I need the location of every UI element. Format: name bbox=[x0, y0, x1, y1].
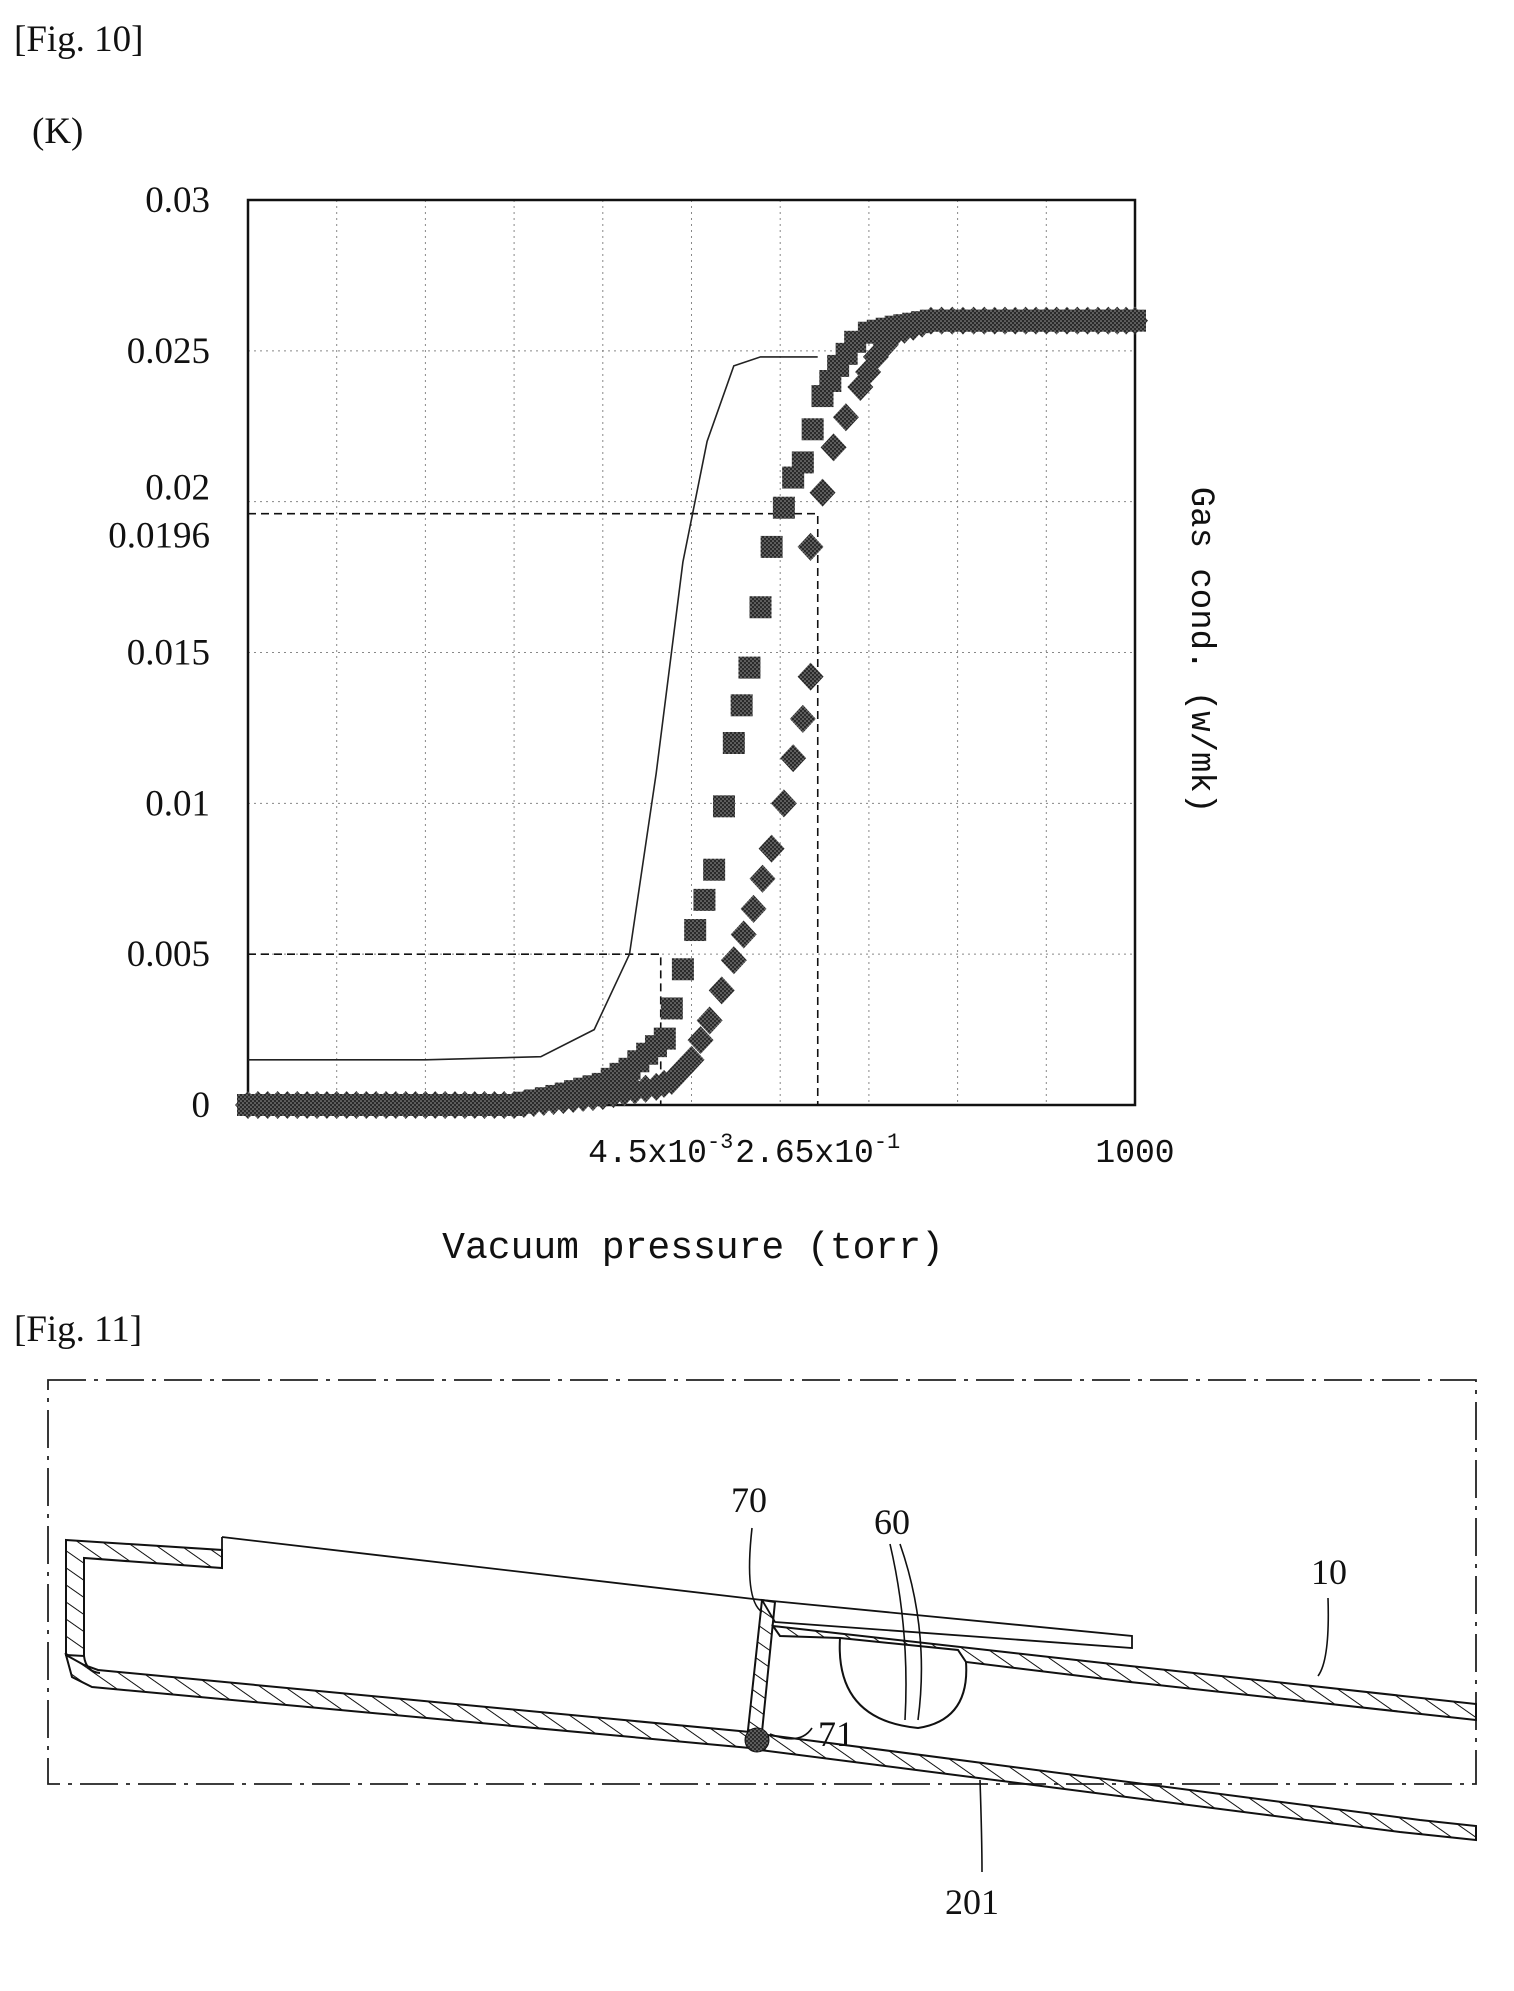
leader-10 bbox=[1317, 1597, 1330, 1677]
data-point-square bbox=[760, 535, 783, 558]
data-point-square bbox=[660, 997, 683, 1020]
plot-frame bbox=[246, 198, 1137, 1107]
support-bar-70 bbox=[746, 1598, 777, 1734]
detail-boundary bbox=[47, 1379, 1477, 1785]
inner-plate-201-edge bbox=[83, 1655, 101, 1674]
data-point-diamond bbox=[832, 403, 859, 432]
cover-plate bbox=[760, 1598, 1133, 1649]
data-point-square bbox=[671, 958, 694, 981]
reference-line bbox=[248, 512, 819, 1105]
y-tick-label: 0.02 bbox=[145, 468, 210, 509]
ref-10: 10 bbox=[1311, 1552, 1347, 1592]
data-point-diamond bbox=[797, 662, 824, 691]
data-point-square bbox=[791, 451, 814, 474]
outer-plate-10-left bbox=[65, 1538, 223, 1658]
right-axis-title: Gas cond. (w/mk) bbox=[1181, 487, 1219, 813]
data-point-diamond bbox=[789, 704, 816, 733]
data-point-diamond bbox=[770, 789, 797, 818]
data-point-diamond bbox=[687, 1026, 714, 1055]
fig11-cross-section: 70 60 10 71 201 bbox=[47, 1379, 1477, 1922]
y-tick-label: 0 bbox=[192, 1085, 211, 1126]
data-point-square bbox=[712, 795, 735, 818]
data-point-diamond bbox=[820, 433, 847, 462]
line-series bbox=[248, 356, 818, 1061]
data-point-diamond bbox=[758, 834, 785, 863]
outer-plate-10-top-line bbox=[221, 1536, 763, 1601]
data-point-diamond bbox=[678, 1045, 705, 1074]
x-axis-title: Vacuum pressure (torr) bbox=[442, 1227, 944, 1270]
leader-60b bbox=[899, 1543, 923, 1721]
y-tick-label: 0.005 bbox=[127, 934, 210, 975]
y-unit-label: (K) bbox=[32, 111, 84, 152]
data-point-diamond bbox=[1122, 306, 1148, 335]
data-point-diamond bbox=[708, 976, 735, 1005]
data-point-square bbox=[772, 496, 795, 519]
data-point-diamond bbox=[730, 920, 757, 949]
leader-201 bbox=[979, 1779, 983, 1873]
data-point-square bbox=[693, 888, 716, 911]
outer-plate-10-right bbox=[770, 1624, 1477, 1722]
fig10-caption: [Fig. 10] bbox=[14, 19, 144, 60]
leader-70 bbox=[748, 1527, 763, 1613]
data-point-diamond bbox=[749, 864, 776, 893]
joint-71 bbox=[744, 1727, 770, 1753]
y-tick-label: 0.0196 bbox=[108, 516, 210, 557]
arc-part-60 bbox=[838, 1637, 968, 1730]
leader-71 bbox=[769, 1727, 813, 1740]
y-tick-labels: 0 0.005 0.01 0.015 0.02 0.0196 0.025 0.03 bbox=[108, 180, 210, 1126]
data-point-square bbox=[722, 732, 745, 754]
ref-201: 201 bbox=[945, 1882, 999, 1922]
data-point-square bbox=[703, 858, 726, 881]
inner-plate-201 bbox=[64, 1652, 1477, 1842]
data-point-diamond bbox=[809, 478, 836, 507]
data-point-square bbox=[684, 919, 707, 942]
data-point-square bbox=[653, 1027, 676, 1050]
data-point-diamond bbox=[740, 894, 767, 923]
marker-series bbox=[235, 306, 1148, 1119]
data-point-diamond bbox=[797, 532, 824, 561]
fig11-caption: [Fig. 11] bbox=[14, 1309, 143, 1350]
data-point-square bbox=[730, 694, 753, 717]
data-point-square bbox=[749, 596, 772, 619]
ref-71: 71 bbox=[818, 1714, 854, 1754]
y-tick-label: 0.03 bbox=[145, 180, 210, 221]
ref-70: 70 bbox=[731, 1480, 767, 1520]
data-point-diamond bbox=[780, 744, 807, 773]
data-point-diamond bbox=[696, 1006, 723, 1035]
x-tick-label: 1000 bbox=[1095, 1135, 1174, 1172]
series-line bbox=[248, 356, 818, 1061]
y-tick-label: 0.025 bbox=[127, 331, 210, 372]
data-point-square bbox=[801, 418, 824, 441]
gas-conductivity-chart: 0 0.005 0.01 0.015 0.02 0.0196 0.025 0.03 4.5x1… bbox=[108, 180, 1219, 1270]
leader-60a bbox=[889, 1543, 907, 1721]
x-tick-label: 4.5x10-3 bbox=[588, 1130, 733, 1172]
y-tick-label: 0.015 bbox=[127, 633, 210, 674]
y-tick-label: 0.01 bbox=[145, 783, 210, 824]
x-tick-label: 2.65x10-1 bbox=[735, 1130, 900, 1172]
x-tick-labels: 4.5x10-3 2.65x10-1 1000 bbox=[588, 1130, 1174, 1172]
data-point-square bbox=[738, 656, 761, 679]
ref-60: 60 bbox=[874, 1502, 910, 1542]
data-point-diamond bbox=[720, 946, 747, 975]
